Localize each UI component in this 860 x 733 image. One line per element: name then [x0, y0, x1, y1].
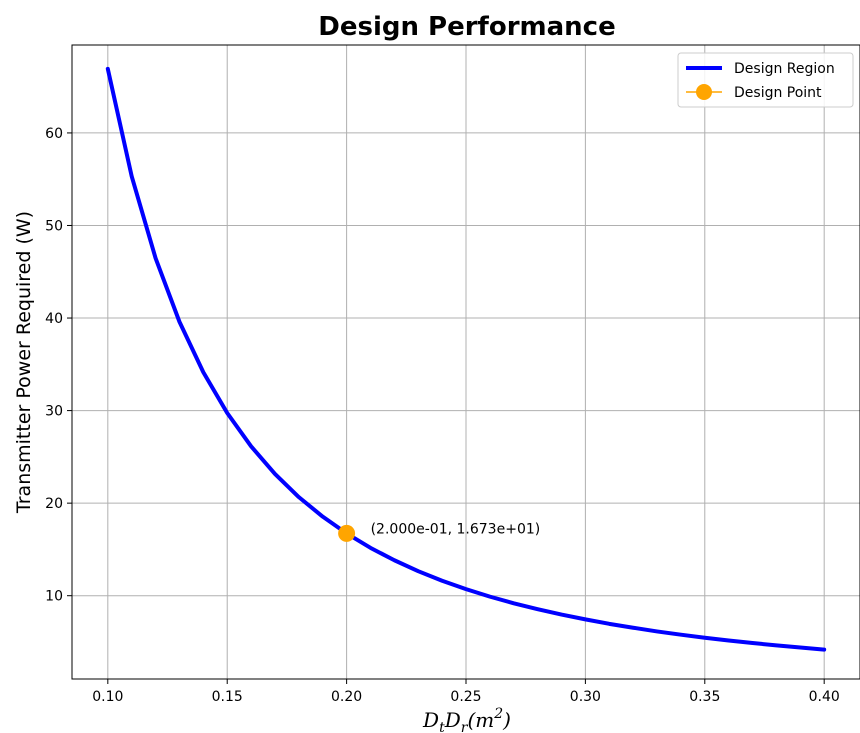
x-tick-label: 0.30 [570, 689, 601, 705]
y-tick-label: 10 [45, 589, 63, 605]
y-tick-label: 20 [45, 496, 63, 512]
x-axis-label-sub1: t [439, 720, 445, 733]
grid [72, 45, 860, 679]
chart-title: Design Performance [318, 12, 615, 42]
x-axis-label: DtDr(m2) [422, 706, 511, 733]
legend-marker-design-point [696, 84, 712, 100]
x-axis-label-sup: 2 [493, 706, 503, 722]
y-tick-label: 40 [45, 311, 63, 327]
x-axis-label-sub2: r [461, 720, 469, 733]
x-axis-label-d1: D [422, 708, 439, 732]
y-tick-label: 60 [45, 126, 63, 142]
x-tick-label: 0.35 [689, 689, 720, 705]
legend-label-design-region: Design Region [734, 61, 835, 77]
x-tick-label: 0.40 [809, 689, 840, 705]
x-tick-label: 0.15 [212, 689, 243, 705]
x-tick-label: 0.25 [450, 689, 481, 705]
series-line-design-region [105, 66, 827, 652]
design-point-annotation: (2.000e-01, 1.673e+01) [371, 521, 541, 537]
legend-label-design-point: Design Point [734, 85, 822, 101]
x-axis-label-close: ) [502, 708, 511, 732]
design-point-marker [338, 524, 356, 542]
axis-ticks: 0.10 0.15 0.20 0.25 0.30 0.35 0.40 10 20 30 40 50 60 [45, 126, 840, 705]
x-tick-label: 0.10 [92, 689, 123, 705]
y-tick-label: 30 [45, 404, 63, 420]
x-axis-label-d2: D [444, 708, 461, 732]
x-tick-label: 0.20 [331, 689, 362, 705]
series-layer [105, 66, 827, 652]
y-axis-label: Transmitter Power Required (W) [13, 211, 35, 514]
y-tick-label: 50 [45, 218, 63, 234]
x-axis-label-unit: (m [467, 708, 494, 732]
legend: Design Region Design Point [677, 52, 854, 108]
